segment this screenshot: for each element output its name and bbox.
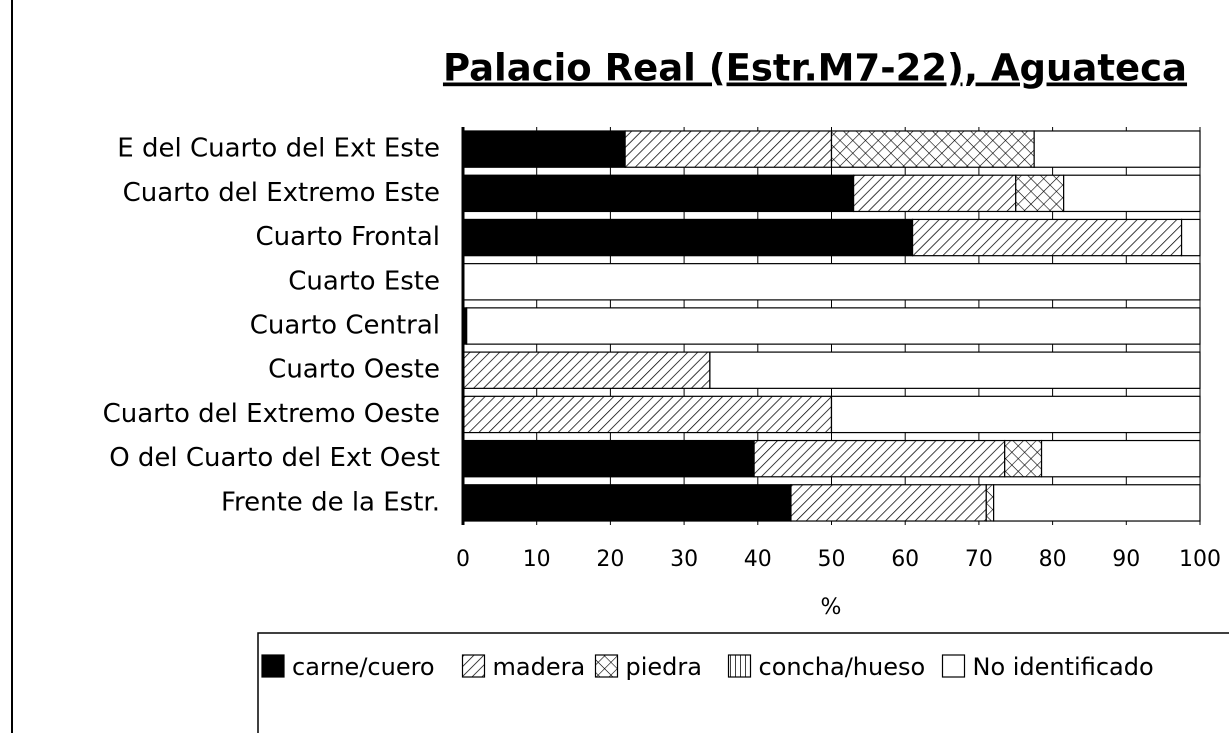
legend-swatch: [727, 654, 752, 678]
legend-swatch: [594, 654, 619, 678]
y-tick-label: O del Cuarto del Ext Oest: [109, 443, 440, 473]
bar-segment: [1004, 439, 1043, 478]
legend-label: carne/cuero: [292, 653, 435, 681]
bar-segment: [1063, 174, 1201, 213]
bar-segment: [790, 484, 987, 522]
legend-swatch: [941, 654, 966, 678]
bar-segment: [1033, 130, 1201, 168]
legend-label: madera: [493, 653, 586, 681]
x-tick-label: 40: [744, 547, 772, 572]
x-tick-label: 60: [891, 547, 919, 572]
x-axis-label: %: [821, 595, 842, 620]
bar-segment: [1015, 174, 1065, 213]
y-tick-label: Cuarto del Extremo Este: [123, 178, 440, 208]
x-tick-label: 80: [1039, 547, 1067, 572]
x-tick-label: 70: [965, 547, 993, 572]
bar-segment: [462, 174, 855, 213]
y-tick-label: Cuarto Oeste: [268, 355, 440, 385]
y-tick-label: Cuarto del Extremo Oeste: [103, 399, 440, 429]
chart-title: Palacio Real (Estr.M7-22), Aguateca: [443, 47, 1187, 90]
bar-segment: [462, 439, 755, 478]
x-tick-label: 10: [523, 547, 551, 572]
bar-segment: [462, 395, 833, 434]
bar-segment: [985, 484, 995, 522]
x-tick-label: 90: [1112, 547, 1140, 572]
x-tick-label: 20: [596, 547, 624, 572]
chart-border: [11, 0, 13, 733]
y-tick-label: Cuarto Central: [250, 311, 440, 341]
bar-segment: [853, 174, 1017, 213]
bar-segment: [830, 395, 1201, 434]
x-tick-label: 100: [1179, 547, 1221, 572]
x-tick-label: 30: [670, 547, 698, 572]
bar-segment: [624, 130, 833, 168]
bar-segment: [462, 130, 626, 168]
bar-segment: [911, 218, 1183, 257]
bar-segment: [462, 263, 1201, 301]
legend-swatch: [461, 654, 486, 678]
bar-segment: [462, 484, 792, 522]
bar-segment: [466, 307, 1201, 345]
bar-segment: [753, 439, 1006, 478]
bar-segment: [993, 484, 1201, 522]
y-tick-label: Cuarto Este: [288, 266, 440, 296]
bar-segment: [830, 130, 1035, 168]
x-tick-label: 0: [456, 547, 470, 572]
legend-box: [257, 632, 1229, 733]
bar-segment: [462, 218, 914, 257]
legend-label: concha/hueso: [759, 653, 926, 681]
bar-segment: [709, 351, 1201, 389]
y-tick-label: E del Cuarto del Ext Este: [117, 134, 440, 164]
bar-segment: [1180, 218, 1201, 257]
legend-swatch: [261, 654, 285, 678]
legend-label: piedra: [626, 653, 702, 681]
bar-segment: [462, 351, 711, 389]
y-tick-label: Frente de la Estr.: [221, 487, 440, 517]
bar-segment: [1040, 439, 1201, 478]
x-tick-label: 50: [818, 547, 846, 572]
y-tick-label: Cuarto Frontal: [255, 222, 440, 252]
legend-label: No identificado: [973, 653, 1154, 681]
